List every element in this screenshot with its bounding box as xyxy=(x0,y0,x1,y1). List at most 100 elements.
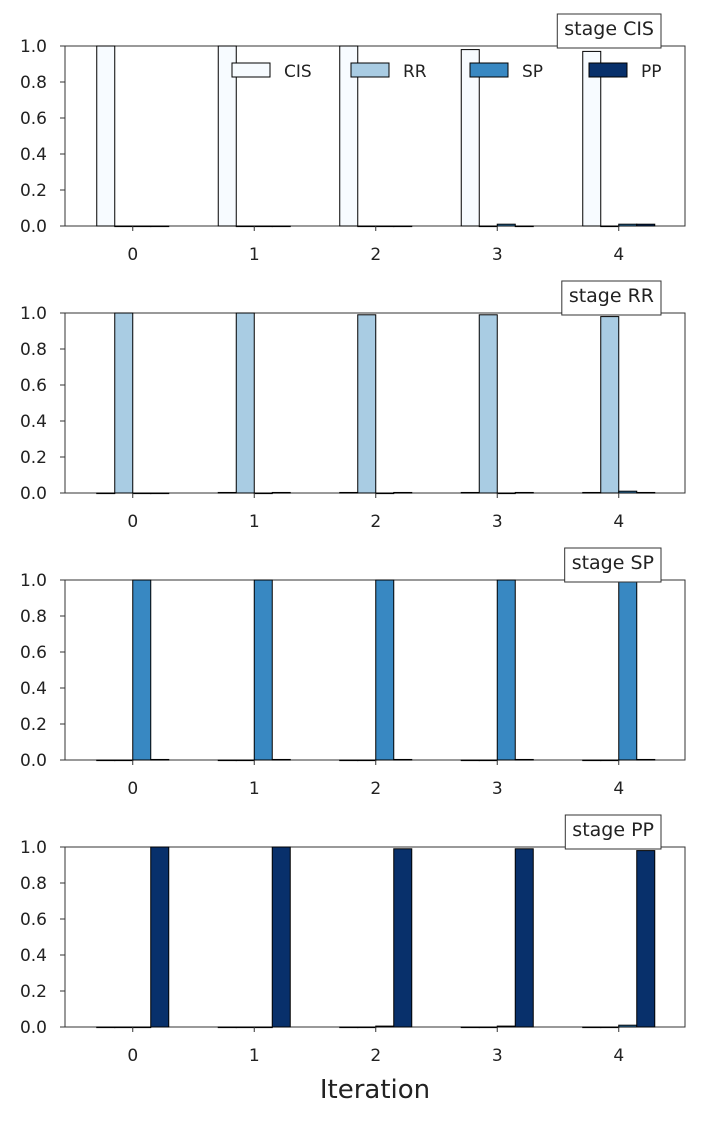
legend-label-pp: PP xyxy=(641,62,662,82)
y-tick-label: 1.0 xyxy=(20,304,47,324)
bar-sp-iter-4 xyxy=(618,223,638,227)
bar-pp-iter-0 xyxy=(150,225,170,228)
bar-cis-iter-1 xyxy=(217,759,237,762)
bar-rr-iter-4 xyxy=(600,1026,620,1029)
bar-rr-iter-0 xyxy=(114,312,134,494)
bar-rr-iter-2 xyxy=(357,759,377,762)
bar-cis-iter-3 xyxy=(460,49,480,227)
bar-sp-iter-2 xyxy=(375,579,395,761)
x-tick-label: 3 xyxy=(492,779,503,799)
bar-pp-iter-4 xyxy=(636,223,656,227)
bar-pp-iter-2 xyxy=(393,225,413,228)
y-tick-label: 0.0 xyxy=(20,751,47,771)
bar-pp-iter-2 xyxy=(393,491,413,494)
x-tick-label: 0 xyxy=(127,245,138,265)
legend-swatch-sp xyxy=(469,62,509,78)
bar-rr-iter-0 xyxy=(114,225,134,228)
bar-sp-iter-1 xyxy=(253,579,273,761)
bar-sp-iter-0 xyxy=(132,1026,152,1029)
stage-label-box xyxy=(564,814,662,850)
panel-2: 0.0 0.2 0.4 0.6 0.8 1.0 0 1 2 3 4 stage SP xyxy=(20,547,686,799)
bar-pp-iter-1 xyxy=(271,491,291,494)
y-tick-label: 0.0 xyxy=(20,1018,47,1038)
bar-cis-iter-3 xyxy=(460,491,480,494)
x-tick-label: 4 xyxy=(613,512,624,532)
y-tick-label: 0.8 xyxy=(20,607,47,627)
legend-label-rr: RR xyxy=(403,62,427,82)
x-tick-label: 2 xyxy=(370,779,381,799)
y-tick-label: 0.2 xyxy=(20,982,47,1002)
bar-cis-iter-0 xyxy=(96,1026,116,1029)
bar-sp-iter-2 xyxy=(375,225,395,228)
x-tick-label: 3 xyxy=(492,512,503,532)
bar-cis-iter-2 xyxy=(339,1026,359,1029)
stage-label: stage RR xyxy=(569,285,654,307)
bar-rr-iter-1 xyxy=(235,1026,255,1029)
y-tick-label: 0.0 xyxy=(20,484,47,504)
bar-sp-iter-0 xyxy=(132,492,152,495)
y-tick-label: 0.8 xyxy=(20,340,47,360)
bar-pp-iter-3 xyxy=(514,848,534,1028)
stage-label: stage PP xyxy=(572,819,654,841)
x-axis-label: Iteration xyxy=(320,1075,430,1105)
bar-sp-iter-1 xyxy=(253,492,273,495)
y-tick-label: 1.0 xyxy=(20,571,47,591)
bar-sp-iter-3 xyxy=(496,579,516,761)
bar-sp-iter-2 xyxy=(375,492,395,495)
x-tick-label: 1 xyxy=(249,779,260,799)
y-tick-label: 0.8 xyxy=(20,73,47,93)
bar-sp-iter-0 xyxy=(132,225,152,228)
bar-sp-iter-1 xyxy=(253,1026,273,1029)
bar-pp-iter-4 xyxy=(636,850,656,1028)
bar-pp-iter-0 xyxy=(150,758,170,761)
y-tick-label: 0.2 xyxy=(20,181,47,201)
bar-pp-iter-3 xyxy=(514,758,534,761)
y-tick-label: 0.2 xyxy=(20,448,47,468)
x-tick-label: 0 xyxy=(127,512,138,532)
bar-cis-iter-2 xyxy=(339,45,359,227)
x-tick-label: 1 xyxy=(249,512,260,532)
bar-rr-iter-3 xyxy=(478,759,498,762)
bar-sp-iter-3 xyxy=(496,1025,516,1028)
bar-pp-iter-1 xyxy=(271,758,291,761)
legend-label-sp: SP xyxy=(522,62,543,82)
y-tick-label: 0.4 xyxy=(20,946,47,966)
bar-rr-iter-1 xyxy=(235,225,255,228)
x-tick-label: 3 xyxy=(492,245,503,265)
stage-label-box xyxy=(561,280,662,316)
bar-rr-iter-2 xyxy=(357,225,377,228)
y-tick-label: 0.4 xyxy=(20,145,47,165)
bar-cis-iter-1 xyxy=(217,45,237,227)
bar-rr-iter-1 xyxy=(235,312,255,494)
bar-pp-iter-1 xyxy=(271,846,291,1028)
bar-sp-iter-4 xyxy=(618,579,638,761)
y-tick-label: 0.0 xyxy=(20,217,47,237)
bar-rr-iter-2 xyxy=(357,314,377,494)
y-tick-label: 1.0 xyxy=(20,838,47,858)
bar-sp-iter-4 xyxy=(618,490,638,494)
bar-sp-iter-4 xyxy=(618,1024,638,1028)
y-tick-label: 1.0 xyxy=(20,37,47,57)
bar-rr-iter-0 xyxy=(114,759,134,762)
bar-cis-iter-0 xyxy=(96,45,116,227)
panel-0: 0.0 0.2 0.4 0.6 0.8 1.0 0 1 2 3 4 stage CIS xyxy=(20,13,686,265)
bar-rr-iter-3 xyxy=(478,225,498,228)
bar-pp-iter-3 xyxy=(514,491,534,494)
legend-swatch-cis xyxy=(231,62,271,78)
legend-swatch-pp xyxy=(588,62,628,78)
bar-rr-iter-4 xyxy=(600,225,620,228)
bar-sp-iter-3 xyxy=(496,492,516,495)
y-tick-label: 0.2 xyxy=(20,715,47,735)
bar-rr-iter-2 xyxy=(357,1026,377,1029)
bar-rr-iter-4 xyxy=(600,316,620,494)
bar-rr-iter-1 xyxy=(235,759,255,762)
x-tick-label: 2 xyxy=(370,512,381,532)
plot-frame xyxy=(64,579,686,761)
x-tick-label: 1 xyxy=(249,1046,260,1066)
bar-rr-iter-3 xyxy=(478,1026,498,1029)
bar-cis-iter-2 xyxy=(339,491,359,494)
bar-pp-iter-0 xyxy=(150,846,170,1028)
bar-rr-iter-3 xyxy=(478,314,498,494)
stage-label-box xyxy=(564,547,662,583)
